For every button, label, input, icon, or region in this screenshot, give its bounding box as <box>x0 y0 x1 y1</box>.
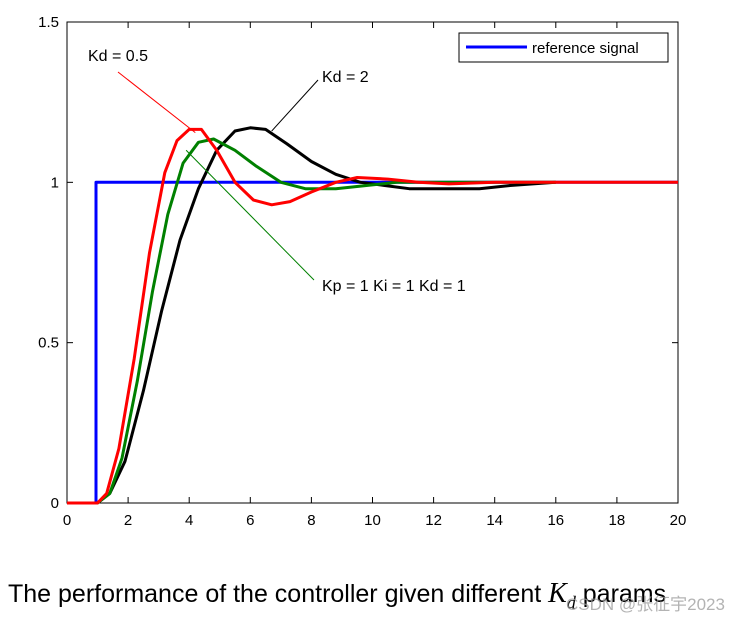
annotation-kd-0-5-pointer <box>117 71 196 134</box>
y-tick-label: 0.5 <box>38 335 59 352</box>
series-kd-0-5 <box>67 127 678 505</box>
annotation-kd-2-pointer <box>271 79 319 132</box>
plot-area <box>66 21 679 504</box>
legend-label-reference-signal: reference signal <box>532 40 639 57</box>
caption-text: The performance of the controller given … <box>8 580 549 608</box>
kd-symbol: Kd <box>548 578 576 613</box>
x-tick-label: 6 <box>246 512 254 529</box>
annotation-kd-1-pointer <box>185 149 315 281</box>
csdn-watermark: CSDN @张征宇2023 <box>566 595 725 614</box>
figure-caption: The performance of the controller given … <box>8 578 666 614</box>
x-tick-label: 4 <box>185 512 193 529</box>
annotation-kd-1: Kp = 1 Ki = 1 Kd = 1 <box>322 278 466 295</box>
caption-text-end: params <box>575 580 667 608</box>
y-tick-label: 0 <box>51 495 59 512</box>
x-tick-label: 20 <box>670 512 687 529</box>
y-tick-label: 1 <box>51 174 59 191</box>
x-tick-label: 14 <box>486 512 503 529</box>
x-tick-label: 12 <box>425 512 442 529</box>
x-tick-label: 16 <box>547 512 564 529</box>
series-kd-2 <box>67 126 556 505</box>
x-tick-label: 0 <box>63 512 71 529</box>
x-tick-label: 8 <box>307 512 315 529</box>
x-tick-label: 2 <box>124 512 132 529</box>
legend: reference signal <box>458 32 669 63</box>
annotation-kd-2: Kd = 2 <box>322 69 369 86</box>
kd-symbol-main: K <box>548 578 567 609</box>
pid-response-chart: 0 2 4 6 8 10 12 14 16 18 20 0 0.5 1 1.5 Kd = 0.5 Kd = 2… <box>38 14 687 529</box>
y-tick-label: 1.5 <box>38 14 59 31</box>
x-tick-label: 10 <box>364 512 381 529</box>
annotation-kd-0-5: Kd = 0.5 <box>88 48 148 65</box>
kd-symbol-sub: d <box>566 592 576 613</box>
x-tick-label: 18 <box>609 512 626 529</box>
